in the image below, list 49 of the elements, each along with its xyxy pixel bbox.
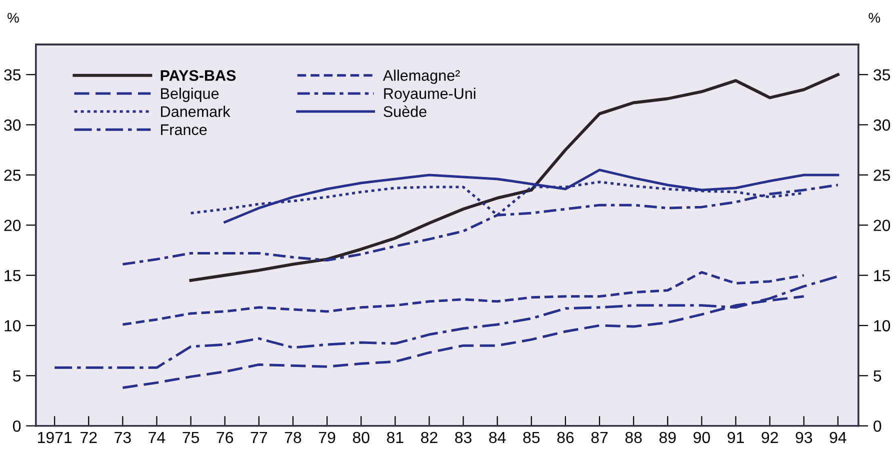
- x-tick-label: 93: [796, 432, 812, 444]
- y2-tick-label: 0: [874, 420, 882, 432]
- y2-tick-label: 15: [874, 270, 890, 282]
- x-tick-label: 91: [728, 432, 744, 444]
- x-tick-label: 72: [80, 432, 97, 443]
- y-axis-title: %: [8, 12, 19, 23]
- x-tick-label: 80: [352, 432, 370, 444]
- legend-label: France: [161, 124, 207, 136]
- x-tick-label: 90: [694, 432, 710, 444]
- x-tick-label: 84: [489, 432, 506, 444]
- x-tick-label: 83: [455, 432, 472, 444]
- x-tick-label: 77: [250, 432, 268, 443]
- x-tick-label: 78: [284, 432, 302, 444]
- y-tick-label: 5: [13, 370, 21, 382]
- legend-label: Belgique: [161, 88, 219, 102]
- x-tick-label: 1971: [38, 432, 72, 444]
- y2-tick-label: 20: [874, 220, 890, 232]
- legend-label: Allemagne²: [382, 70, 460, 84]
- x-tick-label: 94: [830, 432, 846, 444]
- x-tick-label: 86: [557, 432, 574, 444]
- legend-label: PAYS-BAS: [160, 70, 236, 81]
- y-tick-label: 10: [4, 320, 21, 332]
- y-tick-label: 25: [4, 170, 21, 181]
- y2-tick-label: 30: [874, 119, 890, 131]
- y-tick-label: 35: [4, 69, 21, 81]
- x-tick-label: 73: [114, 432, 131, 444]
- x-tick-label: 75: [182, 432, 200, 444]
- y2-tick-label: 25: [874, 170, 890, 181]
- x-tick-label: 81: [386, 432, 404, 444]
- y2-axis-title: %: [868, 12, 880, 23]
- legend-label: Suède: [384, 106, 426, 118]
- y-tick-label: 0: [13, 420, 21, 432]
- y-tick-label: 15: [4, 270, 21, 282]
- y-tick-label: 30: [4, 119, 21, 131]
- x-tick-label: 88: [625, 432, 642, 444]
- x-tick-label: 74: [148, 432, 166, 443]
- x-tick-label: 92: [762, 432, 778, 444]
- x-tick-label: 89: [659, 432, 676, 444]
- legend-label: Royaume-Uni: [384, 88, 476, 102]
- y2-tick-label: 35: [874, 69, 890, 81]
- y2-tick-label: 10: [874, 320, 890, 332]
- legend-label: Danemark: [161, 106, 230, 118]
- x-tick-label: 85: [523, 432, 540, 444]
- x-tick-label: 79: [318, 432, 336, 444]
- x-tick-label: 87: [591, 432, 608, 444]
- x-tick-label: 82: [421, 432, 438, 444]
- x-tick-label: 76: [216, 432, 234, 444]
- y2-tick-label: 5: [874, 370, 882, 382]
- y-tick-label: 20: [4, 220, 21, 232]
